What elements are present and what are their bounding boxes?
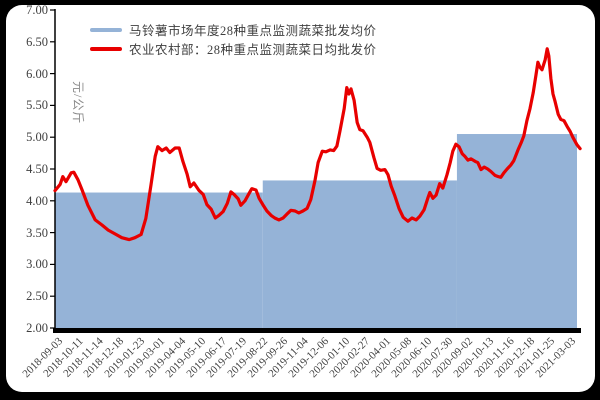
chart-panel: 7.00 6.50 6.00 5.50 5.00 4.50 4.00 3.50 3.00 2.50… xyxy=(6,3,595,392)
legend-swatch-icon xyxy=(90,27,122,32)
legend-label: 农业农村部：28种重点监测蔬菜日均批发价 xyxy=(129,43,377,57)
y-tick-label: 5.00 xyxy=(26,130,48,145)
legend-swatch-icon xyxy=(90,46,122,51)
area-segment-2 xyxy=(456,134,577,328)
area-segment-0 xyxy=(55,192,263,328)
y-tick-label: 5.50 xyxy=(26,98,48,113)
y-tick-label: 6.00 xyxy=(26,66,48,81)
y-tick-label: 3.50 xyxy=(26,225,48,240)
y-tick-label: 2.50 xyxy=(26,289,48,304)
y-tick-label: 6.50 xyxy=(26,34,48,49)
legend-item-1: 农业农村部：28种重点监测蔬菜日均批发价 xyxy=(90,39,377,58)
plot-area xyxy=(50,9,582,333)
red-price-line xyxy=(53,47,582,242)
chart-legend: 马铃薯市场年度28种重点监测蔬菜批发均价 农业农村部：28种重点监测蔬菜日均批发价 xyxy=(90,20,377,58)
y-tick-label: 3.00 xyxy=(26,257,48,272)
legend-label: 马铃薯市场年度28种重点监测蔬菜批发均价 xyxy=(129,24,377,38)
y-tick-label: 2.00 xyxy=(26,321,48,335)
y-tick-label: 7.00 xyxy=(26,3,48,17)
legend-item-0: 马铃薯市场年度28种重点监测蔬菜批发均价 xyxy=(90,20,377,39)
y-tick-label: 4.00 xyxy=(26,193,48,208)
y-axis-title: 元/公斤 xyxy=(71,81,85,125)
y-tick-label: 4.50 xyxy=(26,162,48,176)
x-axis-line xyxy=(53,328,581,333)
